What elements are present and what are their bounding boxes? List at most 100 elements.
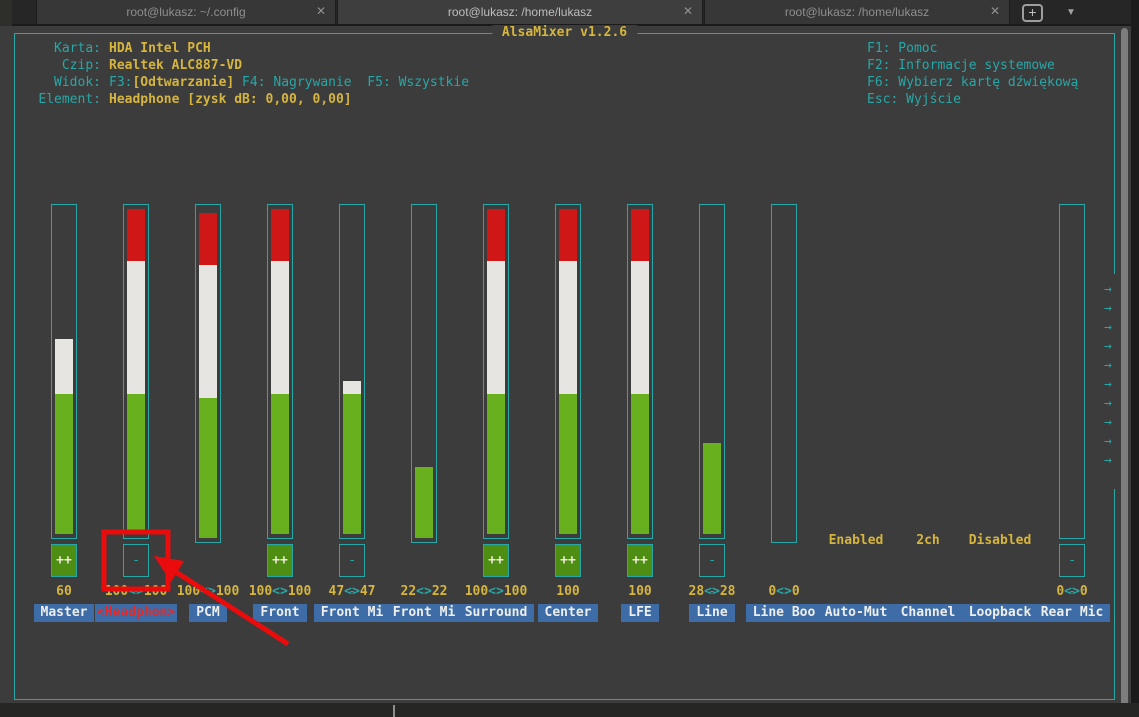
control-label[interactable]: Front Mi	[313, 604, 391, 622]
control-label-wrap: Line	[668, 601, 756, 622]
value-number: 0	[768, 584, 777, 599]
mixer-control-front-mi[interactable]: 22<>22 Front Mi	[385, 34, 463, 699]
page-title: AlsaMixer v1.2.6	[491, 25, 638, 40]
mixer-control-line-boo[interactable]: 0<>0 Line Boo	[745, 34, 823, 699]
scroll-right-arrow-icon: →	[1104, 377, 1112, 392]
volume-fill-red	[199, 213, 217, 265]
bottom-cursor-tick	[393, 705, 395, 717]
mute-switch[interactable]: ++	[555, 544, 581, 577]
enum-value: 2ch	[916, 533, 940, 548]
volume-fill-red	[559, 209, 577, 261]
volume-fill-green	[415, 466, 433, 538]
mute-switch[interactable]: ++	[267, 544, 293, 577]
volume-bar-outline[interactable]	[411, 204, 437, 543]
control-label[interactable]: Front	[253, 604, 307, 622]
alsamixer-frame: AlsaMixer v1.2.6 Karta: HDA Intel PCH Czip…	[14, 25, 1116, 700]
control-label[interactable]: <Headphon>	[94, 604, 178, 622]
mixer-control-headphon[interactable]: -- 100<>100 <Headphon>	[94, 34, 178, 699]
value-separator: <>	[704, 584, 720, 599]
terminal-tab[interactable]: root@lukasz: /home/lukasz ✕	[337, 0, 703, 24]
volume-bar-outline[interactable]	[267, 204, 293, 539]
control-label[interactable]: Center	[537, 604, 599, 622]
volume-bar-outline[interactable]	[339, 204, 365, 539]
mixer-control-auto-mut[interactable]: Enabled Auto-Mut	[817, 34, 895, 699]
scroll-right-arrow-icon: →	[1104, 453, 1112, 468]
value-separator: <>	[1064, 584, 1080, 599]
value-number: 0	[1056, 584, 1065, 599]
control-label-wrap: <Headphon>	[92, 601, 180, 622]
control-label-wrap: LFE	[596, 601, 684, 622]
info-value: Realtek ALC887-VD	[109, 58, 243, 73]
control-label[interactable]: Line Boo	[745, 604, 823, 622]
mute-switch[interactable]: ++	[51, 544, 77, 577]
volume-bar-outline[interactable]	[483, 204, 509, 539]
mute-switch[interactable]: --	[699, 544, 725, 599]
new-tab-button[interactable]: +	[1022, 4, 1043, 22]
mute-switch[interactable]: ++	[483, 544, 509, 577]
volume-value: 100	[524, 584, 612, 599]
tab-bar-left-edge	[0, 0, 12, 26]
volume-bar-outline[interactable]	[555, 204, 581, 539]
control-label[interactable]: PCM	[189, 604, 227, 622]
info-label: Widok:	[54, 75, 101, 90]
volume-fill-white	[559, 261, 577, 395]
mixer-control-master[interactable]: ++ 60 Master	[28, 34, 100, 699]
scroll-right-arrow-icon: →	[1104, 339, 1112, 354]
chevron-down-icon[interactable]: ▼	[1066, 7, 1076, 18]
control-label[interactable]: Rear Mic	[1033, 604, 1111, 622]
volume-fill-white	[487, 261, 505, 395]
mute-switch[interactable]: --	[123, 544, 149, 599]
volume-bar-outline[interactable]	[51, 204, 77, 539]
mixer-help-block: F1: Pomoc F2: Informacje systemowe F6: Wyb…	[867, 40, 1078, 108]
control-label[interactable]: Front Mi	[385, 604, 463, 622]
window-right-edge	[1131, 0, 1139, 717]
volume-bar-outline[interactable]	[771, 204, 797, 543]
volume-bar-outline[interactable]	[1059, 204, 1085, 539]
value-number: 22	[431, 584, 448, 599]
volume-fill-white	[271, 261, 289, 395]
info-row: Widok: F3: [Odtwarzanie] F4: Nagrywanie F5…	[21, 74, 469, 91]
mixer-control-rear-mic[interactable]: -- 0<>0 Rear Mic	[1033, 34, 1111, 699]
close-icon[interactable]: ✕	[682, 4, 693, 18]
volume-bar-outline[interactable]	[627, 204, 653, 539]
mixer-control-line[interactable]: -- 28<>28 Line	[676, 34, 748, 699]
mixer-control-channel[interactable]: 2ch Channel	[892, 34, 964, 699]
mixer-control-surround[interactable]: ++ 100<>100 Surround	[457, 34, 535, 699]
control-label[interactable]: Loopback	[961, 604, 1039, 622]
value-number: 0	[791, 584, 800, 599]
control-label[interactable]: Auto-Mut	[817, 604, 895, 622]
mixer-control-front[interactable]: ++ 100<>100 Front	[244, 34, 316, 699]
close-icon[interactable]: ✕	[989, 4, 1000, 18]
value-number: 60	[56, 584, 72, 599]
terminal-scrollbar[interactable]	[1121, 28, 1128, 716]
volume-bar-outline[interactable]	[195, 204, 221, 543]
info-label: Element:	[38, 92, 101, 107]
control-label[interactable]: Channel	[893, 604, 963, 622]
control-label[interactable]: Line	[689, 604, 735, 622]
control-label[interactable]: LFE	[621, 604, 659, 622]
value-separator: <>	[416, 584, 432, 599]
volume-value: 0<>0	[1028, 584, 1116, 599]
mute-switch[interactable]: --	[339, 544, 365, 599]
help-line: Esc: Wyjście	[867, 92, 961, 107]
mute-switch[interactable]: ++	[627, 544, 653, 577]
mute-switch[interactable]: --	[1059, 544, 1085, 599]
mixer-control-center[interactable]: ++ 100 Center	[532, 34, 604, 699]
control-label-wrap: Auto-Mut	[812, 601, 900, 622]
mixer-control-pcm[interactable]: 100<>100 PCM	[172, 34, 244, 699]
help-line: F1: Pomoc	[867, 41, 938, 56]
volume-bar-outline[interactable]	[123, 204, 149, 539]
control-label[interactable]: Surround	[457, 604, 535, 622]
close-icon[interactable]: ✕	[315, 4, 326, 18]
control-label[interactable]: Master	[33, 604, 95, 622]
volume-value: 100<>100	[452, 584, 540, 599]
scroll-right-arrow-icon: →	[1104, 320, 1112, 335]
value-number: 100	[464, 584, 489, 599]
mixer-control-lfe[interactable]: ++ 100 LFE	[604, 34, 676, 699]
mixer-control-front-mi[interactable]: -- 47<>47 Front Mi	[313, 34, 391, 699]
terminal-tab[interactable]: root@lukasz: /home/lukasz ✕	[704, 0, 1010, 24]
terminal-tab[interactable]: root@lukasz: ~/.config ✕	[36, 0, 336, 24]
volume-bar-outline[interactable]	[699, 204, 725, 539]
mixer-control-loopback[interactable]: Disabled Loopback	[961, 34, 1039, 699]
control-label-wrap: Loopback	[956, 601, 1044, 622]
